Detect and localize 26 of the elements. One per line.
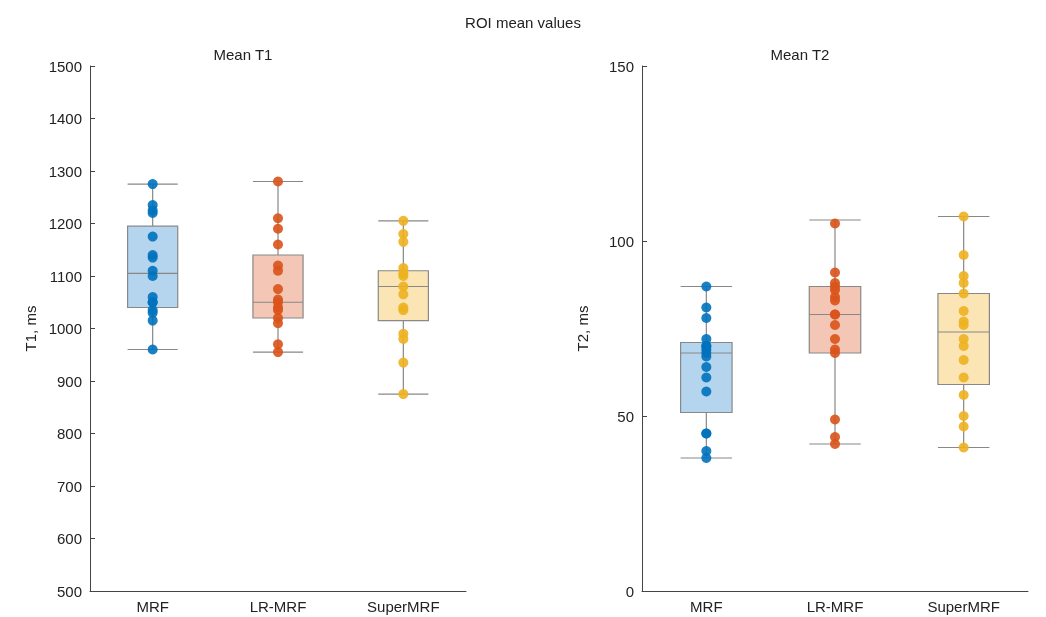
y-tick-label: 1000 <box>48 320 82 337</box>
y-tick-label: 150 <box>608 57 634 75</box>
y-tick-label: 800 <box>56 425 82 442</box>
y-tick-label: 50 <box>617 407 634 425</box>
x-tick-label: LR-MRF <box>806 598 864 615</box>
y-tick-label: 1100 <box>49 267 82 285</box>
y-axis-title: T1, ms <box>21 305 39 352</box>
y-tick-label: 100 <box>608 232 634 250</box>
x-tick-label: LR-MRF <box>249 598 307 615</box>
x-tick-label: SuperMRF <box>367 598 440 615</box>
chart-title: Mean T1 <box>213 46 273 63</box>
x-tick-label: MRF <box>690 598 723 615</box>
text: ROI mean values <box>464 14 582 31</box>
y-tick-label: 900 <box>56 372 82 390</box>
x-tick-label: SuperMRF <box>927 598 1000 615</box>
y-tick-label: 0 <box>625 582 634 600</box>
chart-title: Mean T2 <box>770 46 830 63</box>
y-axis-title: T2, ms <box>574 305 591 352</box>
y-tick-label: 700 <box>56 477 82 495</box>
y-tick-label: 1300 <box>48 162 82 180</box>
y-tick-label: 500 <box>56 582 82 600</box>
y-tick-label: 600 <box>56 530 82 547</box>
x-tick-label: MRF <box>136 598 169 615</box>
y-tick-label: 1400 <box>48 110 82 127</box>
y-tick-label: 1500 <box>48 57 82 75</box>
y-tick-label: 1200 <box>48 215 82 232</box>
